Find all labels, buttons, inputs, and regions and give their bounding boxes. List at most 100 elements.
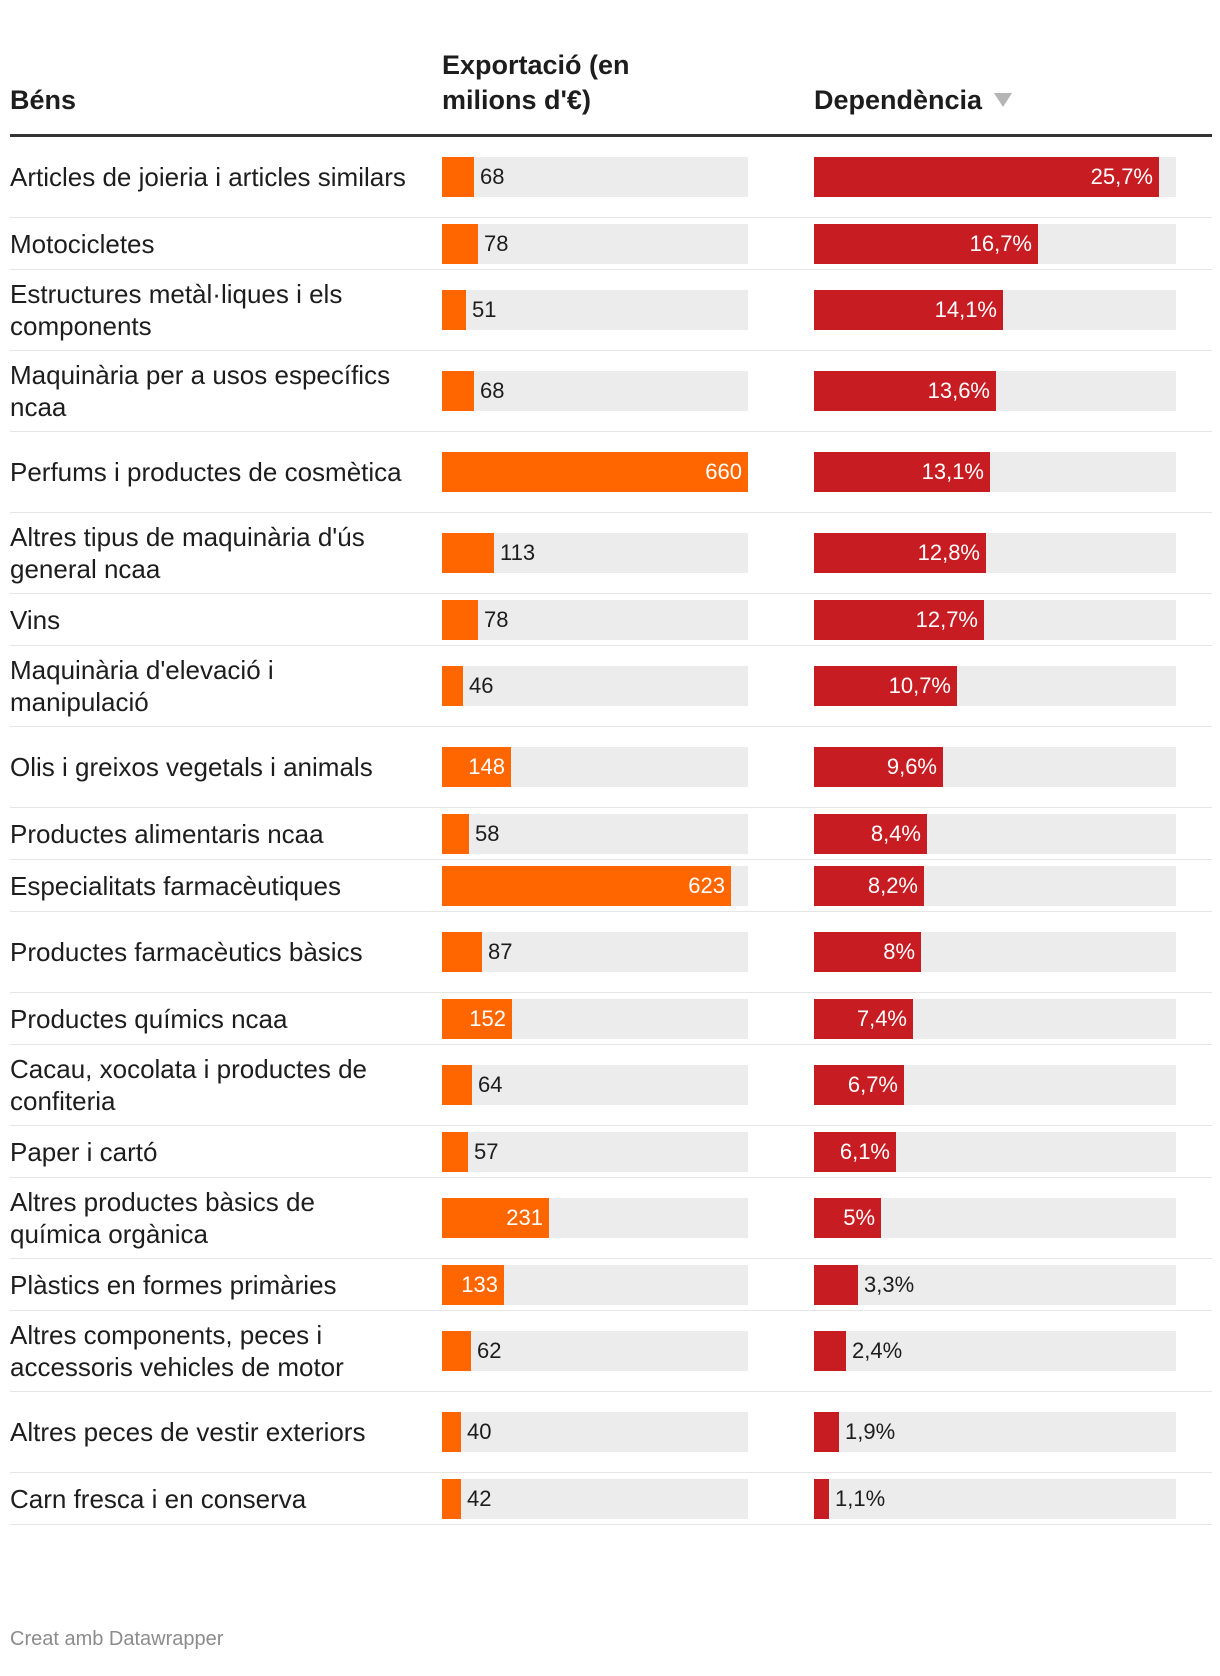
dependence-bar-track: 2,4% [814,1331,1176,1371]
export-bar [442,1198,549,1238]
row-label-bens: Maquinària d'elevació i manipulació [10,655,274,717]
row-label-bens: Altres components, peces i accessoris ve… [10,1320,344,1382]
export-value-label: 78 [484,230,509,256]
table-row: Altres components, peces i accessoris ve… [10,1311,1212,1392]
row-label-bens: Articles de joieria i articles similars [10,162,406,192]
dependence-bar-track: 6,7% [814,1065,1176,1105]
export-bar-track: 68 [442,157,748,197]
export-bar [442,599,478,640]
export-value-label: 148 [468,754,505,779]
export-bar-track: 40 [442,1412,748,1452]
export-bar [442,290,466,330]
dependence-bar [814,998,913,1039]
dependence-bar [814,932,921,972]
column-header-exportacio[interactable]: Exportació (en milions d'€) [442,48,630,118]
row-label-bens: Especialitats farmacèutiques [10,870,341,901]
dependence-value-label: 9,6% [886,754,937,779]
row-label-bens: Plàstics en formes primàries [10,1269,337,1300]
export-value-label: 68 [480,378,505,403]
export-bar [442,932,482,972]
dependence-bar [814,1065,904,1105]
export-value-label: 78 [484,606,509,632]
export-bar-track: 57 [442,1131,748,1172]
dependence-value-label: 6,1% [839,1138,890,1164]
export-bar-track: 113 [442,533,748,573]
sort-descending-icon[interactable] [994,92,1013,107]
dependence-value-label: 8,2% [867,872,918,898]
dependence-bar [814,1412,839,1452]
dependence-value-label: 2,4% [852,1338,903,1363]
dependence-bar-track: 7,4% [814,998,1176,1039]
table-row: Plàstics en formes primàries 133 3,3% [10,1259,1212,1311]
row-label-bens: Perfums i productes de cosmètica [10,457,402,487]
dependence-value-label: 25,7% [1090,164,1153,189]
dependence-bar-track: 25,7% [814,157,1176,197]
dependence-bar [814,1478,829,1519]
export-value-label: 42 [467,1485,492,1511]
export-bar-track: 623 [442,865,748,906]
dependence-value-label: 5% [843,1205,875,1230]
export-bar [442,371,474,411]
dependence-bar-track: 8% [814,932,1176,972]
row-label-bens: Motocicletes [10,228,155,259]
table-row: Maquinària per a usos específics ncaa 68 1… [10,351,1212,432]
export-value-label: 623 [688,872,725,898]
row-label-bens: Estructures metàl·liques i els component… [10,279,343,341]
column-header-bens[interactable]: Béns [10,83,76,118]
table-row: Productes farmacèutics bàsics 87 8% [10,912,1212,993]
dependence-value-label: 13,1% [921,459,984,484]
row-label-bens: Carn fresca i en conserva [10,1483,307,1514]
dependence-value-label: 3,3% [864,1271,915,1297]
dependence-bar [814,599,984,640]
export-value-label: 133 [461,1271,498,1297]
dependence-bar [814,223,1038,264]
row-label-bens: Productes farmacèutics bàsics [10,937,363,967]
dependence-value-label: 8% [883,939,915,964]
dependence-bar-track: 14,1% [814,290,1176,330]
dependence-bar [814,533,986,573]
table-row: Productes alimentaris ncaa 58 8,4% [10,808,1212,860]
export-bar-track: 51 [442,290,748,330]
dependence-value-label: 1,1% [835,1485,886,1511]
dependence-bar-track: 8,2% [814,865,1176,906]
row-label-bens: Productes químics ncaa [10,1003,288,1034]
dependence-bar-track: 5% [814,1198,1176,1238]
dependence-bar [814,452,990,492]
dependence-bar [814,290,1003,330]
dependence-bar-track: 12,7% [814,599,1176,640]
dependence-bar [814,1198,881,1238]
export-bar-track: 78 [442,223,748,264]
table-row: Altres tipus de maquinària d'ús general … [10,513,1212,594]
row-label-bens: Maquinària per a usos específics ncaa [10,360,391,422]
dependence-value-label: 13,6% [927,378,990,403]
export-value-label: 62 [477,1338,502,1363]
export-bar-track: 62 [442,1331,748,1371]
dependence-value-label: 12,7% [915,606,978,632]
column-header-bens-label: Béns [10,85,77,115]
dependence-bar-track: 1,9% [814,1412,1176,1452]
table-row: Motocicletes 78 16,7% [10,218,1212,270]
export-bar [442,998,512,1039]
table-row: Articles de joieria i articles similars 6… [10,137,1212,218]
footer-credit[interactable]: Creat amb Datawrapper [10,1628,224,1650]
export-bar [442,813,469,854]
export-bar [442,1412,461,1452]
column-header-dependencia[interactable]: Dependència [814,83,1013,118]
dependence-bar-track: 10,7% [814,666,1176,706]
export-bar [442,223,478,264]
export-bar-track: 64 [442,1065,748,1105]
dependence-bar [814,813,927,854]
export-bar [442,157,474,197]
dependence-bar-track: 3,3% [814,1264,1176,1305]
table-row: Paper i cartó 57 6,1% [10,1126,1212,1178]
dependence-bar [814,371,996,411]
table-row: Cacau, xocolata i productes de confiteri… [10,1045,1212,1126]
export-bar-track: 58 [442,813,748,854]
dependence-bar-track: 12,8% [814,533,1176,573]
dependence-bar [814,865,924,906]
table-row: Perfums i productes de cosmètica 660 13,1% [10,432,1212,513]
row-label-bens: Altres productes bàsics de química orgàn… [10,1187,315,1249]
row-label-bens: Paper i cartó [10,1136,158,1167]
export-value-label: 660 [705,459,742,484]
export-value-label: 46 [469,673,494,698]
